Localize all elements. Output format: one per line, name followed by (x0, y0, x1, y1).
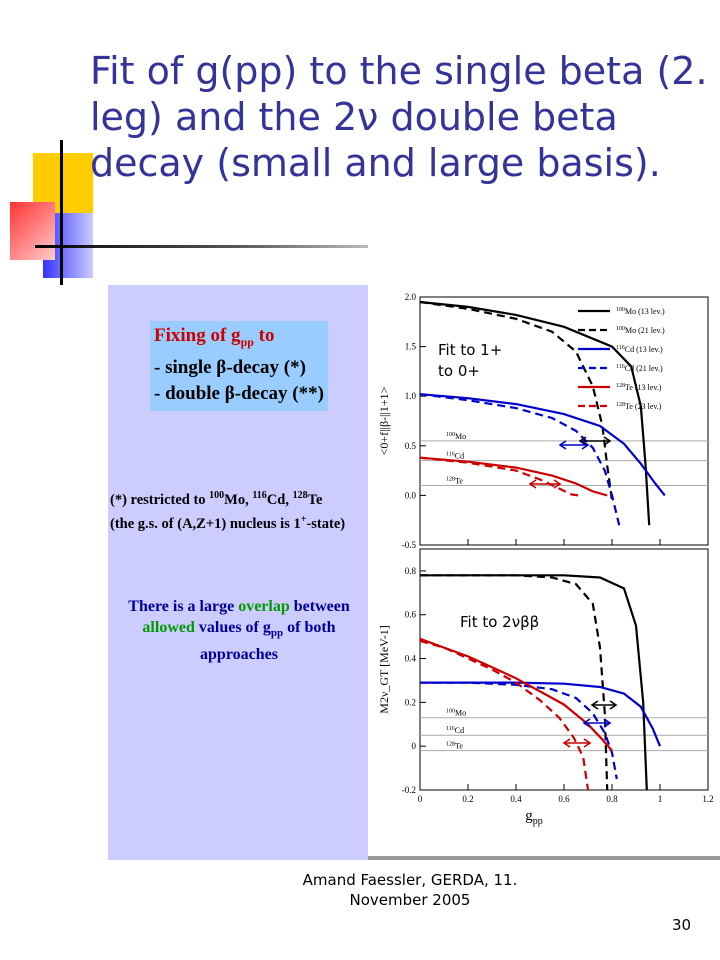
fit-arrow-cd-top-tail (558, 440, 567, 450)
footer-text: Amand Faessler, GERDA, 11. November 2005 (302, 871, 518, 909)
x-tick-label: 0.6 (558, 794, 570, 804)
series-line-0-0 (419, 300, 651, 526)
x-tick-label: 1.2 (702, 794, 713, 804)
overlap-note: There is a large overlap between allowed… (128, 598, 350, 664)
x-tick-label: 0.4 (510, 794, 522, 804)
series-line-1-0 (420, 574, 648, 791)
chart-panel: 2.0 1.5 1.0 0.5 0.0 -0.5 100Mo 116Cd 128Te <0+f||… (368, 283, 720, 860)
fixing-item-double: - double β-decay (**) (154, 382, 324, 404)
legend-entry: 116Cd (13 lev.) (616, 345, 663, 354)
y-tick-label: 0.5 (405, 441, 417, 451)
fit-arrow-te-top-tail (528, 479, 537, 489)
fit-arrow-mo-top-head (603, 436, 612, 446)
y-tick-label: 0.0 (405, 490, 417, 500)
y-tick-label: 0 (412, 741, 417, 751)
reference-label: 100Mo (446, 432, 466, 441)
vertical-rule (60, 140, 63, 285)
red-square (10, 202, 55, 260)
page-number: 30 (672, 916, 692, 934)
y-tick-label: 2.0 (405, 292, 417, 302)
y-tick-label: 1.5 (405, 342, 417, 352)
y-tick-label: 0.2 (405, 697, 416, 707)
fixing-item-single: - single β-decay (*) (154, 356, 306, 378)
legend-entry: 100Mo (21 lev.) (616, 326, 665, 335)
series-line-0-5 (419, 456, 579, 497)
legend-entry: 100Mo (13 lev.) (616, 307, 665, 316)
x-tick-label: 0.8 (606, 794, 618, 804)
fit-arrow-cd-bottom-tail (582, 718, 591, 728)
plot-frame-0 (419, 296, 709, 546)
x-axis-label: gpp (525, 808, 543, 827)
x-tick-label: 0.2 (462, 794, 473, 804)
fit-arrow-te-top-head (553, 479, 562, 489)
legend-entry: 128Te (23 lev.) (616, 402, 662, 411)
reference-label: 116Cd (446, 726, 464, 735)
fit-arrow-cd-bottom-head (603, 718, 612, 728)
reference-label: 100Mo (446, 709, 466, 718)
series-line-0-4 (419, 456, 608, 497)
reference-label: 128Te (446, 476, 463, 485)
series-line-1-1 (420, 574, 609, 791)
series-line-1-4 (419, 637, 613, 752)
fixing-box: Fixing of gpp to - single β-decay (*) - … (150, 321, 328, 411)
slide-title: Fit of g(pp) to the single beta (2. leg)… (90, 49, 708, 185)
series-line-1-2 (420, 681, 662, 747)
chart-shadow-bottom (368, 856, 720, 860)
y-axis-label: <0+f||β-||1+1> (377, 386, 391, 455)
restriction-note: (*) restricted to 100Mo, 116Cd, 128Te (t… (110, 490, 346, 532)
reference-label: 116Cd (446, 452, 464, 461)
y-tick-label: 0.8 (405, 566, 417, 576)
legend-entry: 116Cd (21 lev.) (616, 364, 663, 373)
series-line-0-3 (419, 393, 621, 526)
fit-arrow-mo-top-tail (578, 436, 587, 446)
chart-svg: 2.0 1.5 1.0 0.5 0.0 -0.5 100Mo 116Cd 128Te <0+f||… (377, 292, 714, 827)
y-tick-label: 0.4 (405, 654, 417, 664)
bottom-fit-annotation: Fit to 2νββ (460, 613, 540, 631)
fit-arrow-mo-bottom-head (609, 700, 618, 710)
x-tick-label: 1 (658, 794, 663, 804)
top-fit-annotation: Fit to 1+ to 0+ (438, 341, 503, 380)
fit-arrow-mo-bottom-tail (590, 700, 599, 710)
x-tick-label: 0 (418, 794, 423, 804)
reference-label: 128Te (446, 742, 463, 751)
fit-arrow-cd-top-head (581, 440, 590, 450)
y-tick-label: 0.6 (405, 610, 417, 620)
series-line-1-3 (420, 681, 618, 780)
y-tick-label: 1.0 (405, 391, 417, 401)
plot-frame-1 (419, 548, 709, 791)
horizontal-rule (35, 245, 368, 248)
fit-arrow-te-bottom-head (583, 738, 592, 748)
fixing-title: Fixing of gpp to (154, 325, 275, 349)
y-tick-label: -0.5 (402, 540, 417, 550)
legend-entry: 128Te (13 lev.) (616, 383, 662, 392)
series-line-1-5 (419, 639, 590, 791)
y-axis-label: M2ν_GT [MeV-1] (377, 625, 391, 713)
series-line-0-2 (419, 393, 666, 497)
fit-arrow-te-bottom-tail (562, 738, 571, 748)
y-tick-label: -0.2 (402, 785, 416, 795)
